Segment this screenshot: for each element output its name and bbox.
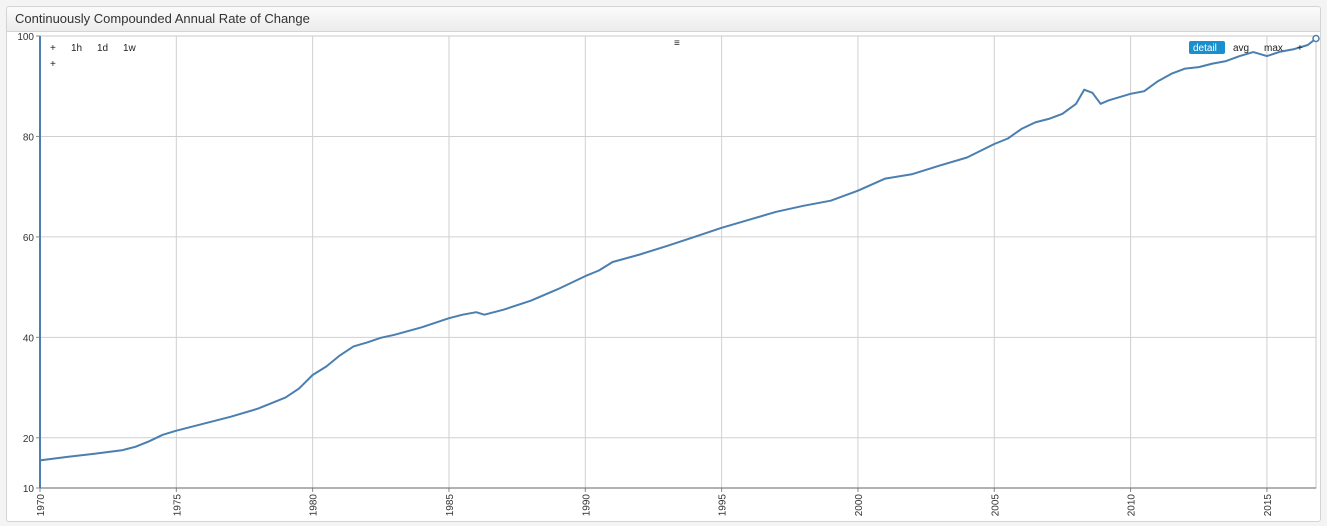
grid-layer [39, 35, 1317, 489]
range-1d-button[interactable]: 1d [97, 43, 108, 54]
series-layer [39, 34, 1320, 462]
range-1w-button[interactable]: 1w [123, 43, 137, 54]
y-tick-label: 20 [23, 434, 35, 445]
x-tick-label: 2015 [1263, 494, 1274, 517]
mode-detail-bg[interactable] [1189, 41, 1225, 54]
mode-avg-button[interactable]: avg [1233, 43, 1249, 54]
x-tick-label: 1975 [172, 494, 183, 517]
panel-header: Continuously Compounded Annual Rate of C… [7, 7, 1320, 32]
y-tick-label: 60 [23, 233, 35, 244]
menu-icon[interactable]: ≡ [674, 38, 680, 49]
panel-title: Continuously Compounded Annual Rate of C… [15, 11, 310, 26]
x-tick-label: 1970 [36, 494, 47, 517]
mode-max-button[interactable]: max [1264, 43, 1283, 54]
y-tick-label: 80 [23, 132, 35, 143]
y-tick-label: 100 [17, 32, 34, 43]
range-1h-button[interactable]: 1h [71, 43, 82, 54]
x-tick-label: 1980 [309, 494, 320, 517]
mode-add-button[interactable]: + [1297, 43, 1303, 54]
x-tick-label: 2010 [1127, 494, 1138, 517]
series-end-marker[interactable] [1312, 34, 1320, 43]
series-line [39, 37, 1317, 462]
y-tick-label: 10 [23, 484, 35, 495]
x-tick-label: 1990 [581, 494, 592, 517]
plot-frame [39, 35, 1317, 489]
x-tick-label: 1985 [445, 494, 456, 517]
y-tick-label: 40 [23, 333, 35, 344]
axis-layer: 1970 1975 1980 1985 1990 1995 2000 2005 2010 2015… [17, 32, 1316, 516]
zoom-in-button-secondary[interactable]: + [50, 59, 56, 70]
x-tick-label: 2005 [990, 494, 1001, 517]
x-tick-label: 1995 [718, 494, 729, 517]
zoom-in-button[interactable]: + [50, 43, 56, 54]
chart-controls: + + 1h 1d 1w ≡ detail avg max + [50, 38, 1303, 70]
chart-panel: Continuously Compounded Annual Rate of C… [6, 6, 1321, 522]
mode-detail-button[interactable]: detail [1193, 43, 1217, 54]
x-tick-label: 2000 [854, 494, 865, 517]
